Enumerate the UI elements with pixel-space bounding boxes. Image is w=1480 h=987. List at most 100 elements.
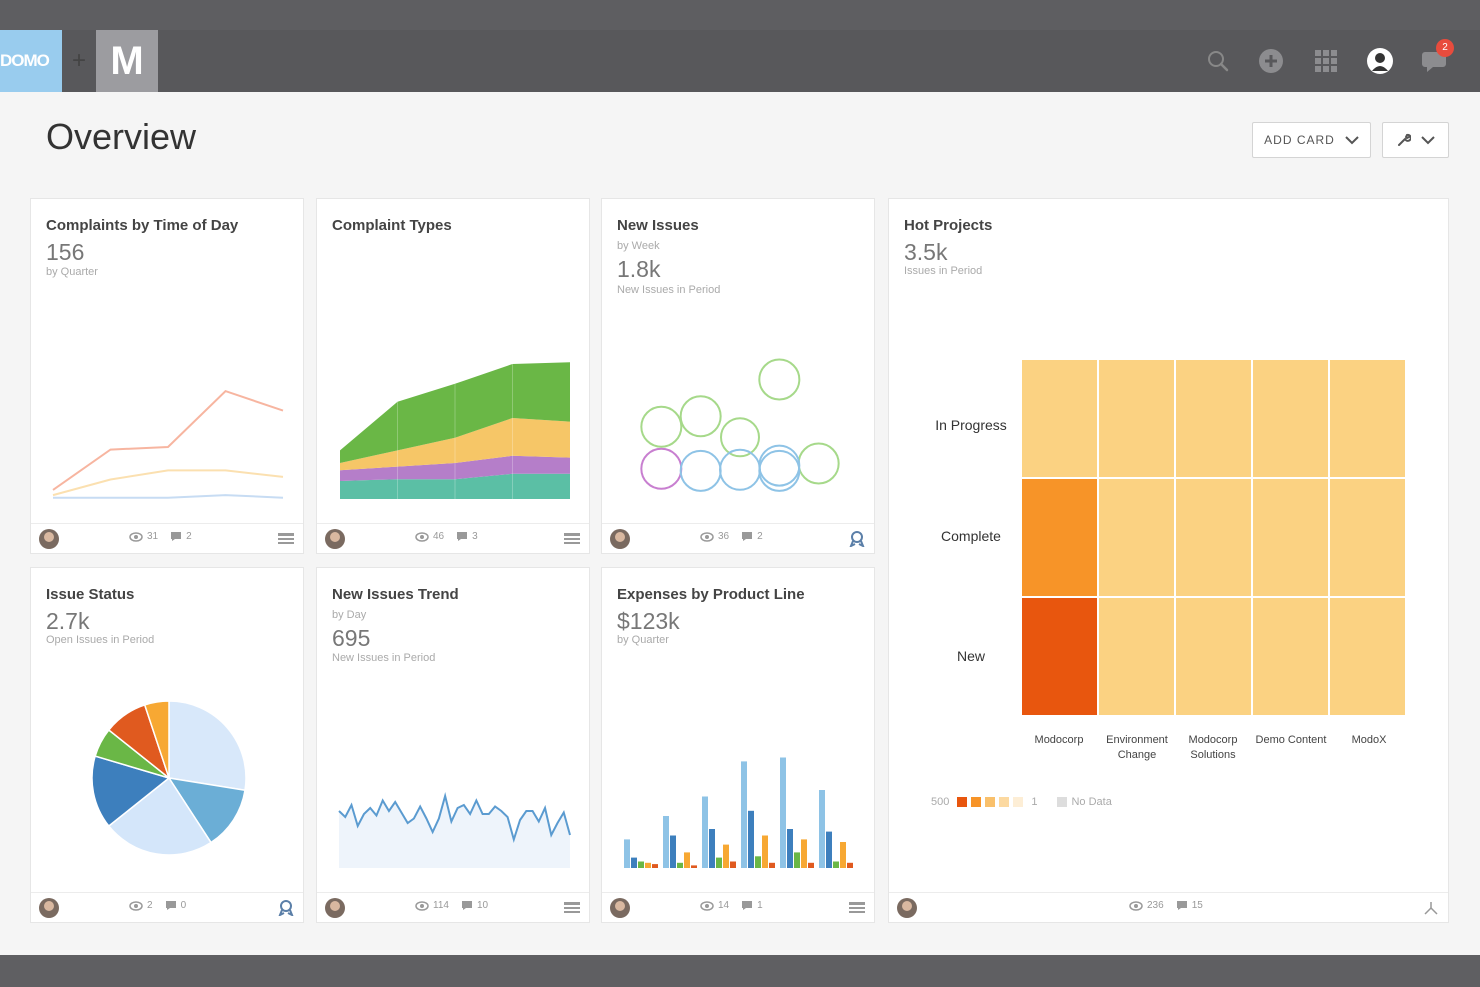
card-complaint-types[interactable]: Complaint Types 46 3: [316, 198, 590, 554]
table-view-icon[interactable]: [277, 531, 295, 547]
add-icon[interactable]: [1255, 45, 1287, 77]
heatmap-cell-r2-c2[interactable]: [1176, 598, 1251, 715]
area-series-2[interactable]: [340, 418, 570, 471]
stacked-area-chart[interactable]: [317, 199, 591, 525]
bar-g1-s0[interactable]: [663, 816, 669, 868]
grouped-bar-chart[interactable]: [602, 568, 876, 894]
apps-grid-icon[interactable]: [1310, 45, 1342, 77]
pie-slice-1[interactable]: [167, 776, 246, 844]
bubble-chart[interactable]: [602, 199, 876, 525]
bar-g2-s4[interactable]: [730, 861, 736, 869]
heatmap-cell-r1-c3[interactable]: [1253, 479, 1328, 596]
certified-badge-icon[interactable]: [277, 900, 295, 916]
bar-g0-s2[interactable]: [638, 861, 644, 869]
table-view-icon[interactable]: [848, 900, 866, 916]
bar-g2-s0[interactable]: [702, 796, 708, 869]
heatmap-cell-r2-c0[interactable]: [1022, 598, 1097, 715]
bubble-point-1[interactable]: [679, 395, 722, 438]
heatmap-cell-r2-c1[interactable]: [1099, 598, 1174, 715]
heatmap-cell-r1-c1[interactable]: [1099, 479, 1174, 596]
bar-g4-s2[interactable]: [794, 852, 800, 868]
area-series-1[interactable]: [340, 455, 570, 481]
chat-icon[interactable]: 2: [1420, 39, 1454, 77]
line-series-2[interactable]: [53, 494, 284, 499]
domo-logo[interactable]: DOMO: [0, 30, 62, 92]
search-icon[interactable]: [1202, 45, 1234, 77]
card-new-issues-trend[interactable]: New Issues Trend by Day 695 New Issues i…: [316, 567, 590, 923]
profile-icon[interactable]: [1364, 45, 1396, 77]
owner-avatar[interactable]: [325, 529, 345, 549]
line-chart[interactable]: [31, 199, 305, 525]
bar-g5-s1[interactable]: [826, 831, 832, 868]
heatmap-cell-r0-c3[interactable]: [1253, 360, 1328, 477]
line-series-0[interactable]: [52, 389, 284, 491]
certified-badge-icon[interactable]: [848, 531, 866, 547]
area-series-0[interactable]: [340, 473, 570, 499]
owner-avatar[interactable]: [610, 898, 630, 918]
company-logo[interactable]: M: [96, 30, 158, 92]
card-issue-status[interactable]: Issue Status 2.7k Open Issues in Period …: [30, 567, 304, 923]
trend-line[interactable]: [338, 792, 571, 843]
bubble-point-6[interactable]: [679, 449, 722, 492]
area-series-3[interactable]: [340, 362, 570, 463]
bar-g1-s1[interactable]: [670, 835, 676, 869]
bar-g4-s0[interactable]: [780, 757, 786, 869]
bar-g3-s2[interactable]: [755, 856, 761, 868]
bar-g1-s3[interactable]: [684, 852, 690, 868]
owner-avatar[interactable]: [897, 898, 917, 918]
bar-g2-s2[interactable]: [716, 857, 722, 868]
heatmap-cell-r0-c2[interactable]: [1176, 360, 1251, 477]
page-tools-button[interactable]: [1382, 122, 1449, 158]
owner-avatar[interactable]: [325, 898, 345, 918]
pie-chart[interactable]: [31, 568, 305, 894]
heatmap-cell-r2-c3[interactable]: [1253, 598, 1328, 715]
bar-g3-s1[interactable]: [748, 810, 754, 868]
bubble-point-2[interactable]: [720, 417, 760, 458]
heatmap-cell-r1-c0[interactable]: [1022, 479, 1097, 596]
table-view-icon[interactable]: [563, 900, 581, 916]
heatmap-cell-r2-c4[interactable]: [1330, 598, 1405, 715]
table-view-icon[interactable]: [563, 531, 581, 547]
owner-avatar[interactable]: [39, 898, 59, 918]
trend-area[interactable]: [339, 796, 570, 868]
bar-g5-s0[interactable]: [819, 790, 825, 868]
bar-g3-s4[interactable]: [769, 862, 775, 868]
bar-g1-s2[interactable]: [677, 862, 683, 868]
card-expenses-by-product-line[interactable]: Expenses by Product Line $123k by Quarte…: [601, 567, 875, 923]
pie-slice-3[interactable]: [91, 755, 171, 828]
bar-g1-s4[interactable]: [691, 865, 697, 868]
heatmap-cell-r0-c1[interactable]: [1099, 360, 1174, 477]
bubble-point-4[interactable]: [797, 442, 840, 485]
heatmap-cell-r1-c2[interactable]: [1176, 479, 1251, 596]
bar-g5-s4[interactable]: [847, 862, 853, 868]
bar-g3-s3[interactable]: [762, 835, 768, 869]
heatmap-cell-r0-c0[interactable]: [1022, 360, 1097, 477]
pie-slice-0[interactable]: [168, 700, 247, 792]
bar-g4-s4[interactable]: [808, 862, 814, 868]
owner-avatar[interactable]: [610, 529, 630, 549]
bar-g0-s0[interactable]: [624, 839, 630, 868]
bubble-point-9[interactable]: [758, 449, 801, 492]
bubble-point-0[interactable]: [640, 405, 683, 448]
hierarchy-icon[interactable]: [1422, 900, 1440, 916]
add-card-button[interactable]: ADD CARD: [1252, 122, 1371, 158]
bar-g5-s3[interactable]: [840, 842, 846, 868]
bubble-point-3[interactable]: [758, 358, 801, 401]
bar-g5-s2[interactable]: [833, 861, 839, 869]
heatmap-cell-r1-c4[interactable]: [1330, 479, 1405, 596]
card-hot-projects[interactable]: Hot Projects 3.5k Issues in Period In Pr…: [888, 198, 1449, 923]
bar-g4-s3[interactable]: [801, 839, 807, 868]
bar-g4-s1[interactable]: [787, 829, 793, 868]
bar-g2-s3[interactable]: [723, 844, 729, 868]
card-complaints-by-time-of-day[interactable]: Complaints by Time of Day 156 by Quarter…: [30, 198, 304, 554]
owner-avatar[interactable]: [39, 529, 59, 549]
heatmap-cell-r0-c4[interactable]: [1330, 360, 1405, 477]
bar-g0-s1[interactable]: [631, 857, 637, 868]
card-new-issues[interactable]: New Issues by Week 1.8k New Issues in Pe…: [601, 198, 875, 554]
trend-line-chart[interactable]: [317, 568, 591, 894]
bar-g0-s3[interactable]: [645, 862, 651, 868]
bar-g2-s1[interactable]: [709, 829, 715, 868]
bar-g3-s0[interactable]: [741, 761, 747, 868]
line-series-1[interactable]: [52, 469, 284, 497]
heatmap-chart[interactable]: [889, 199, 1450, 894]
